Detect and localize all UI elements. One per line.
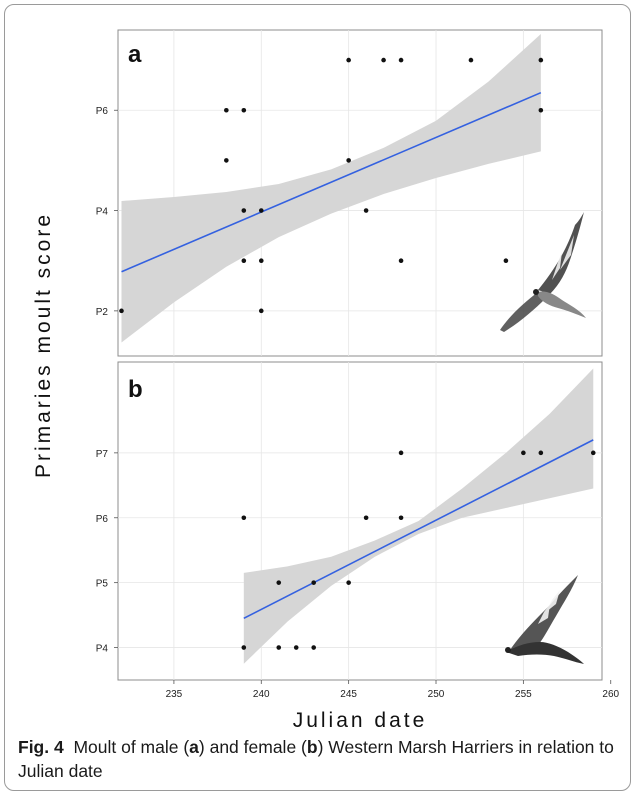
data-point xyxy=(241,208,247,213)
panel-a-y-ticks: P2 P4 P6 xyxy=(96,106,118,318)
caption-text-2: ) and female ( xyxy=(198,737,307,757)
data-point xyxy=(521,450,526,456)
panel-b-points xyxy=(241,450,596,650)
data-point xyxy=(398,450,404,456)
y-tick-label: P6 xyxy=(96,106,109,117)
data-point xyxy=(381,57,386,63)
y-axis-title: Primaries moult score xyxy=(32,212,55,478)
data-point xyxy=(258,308,264,314)
data-point xyxy=(538,450,544,456)
y-tick-label: P2 xyxy=(96,307,109,318)
data-point xyxy=(363,515,369,521)
data-point xyxy=(363,208,369,213)
panel-a-fit-line xyxy=(121,91,542,273)
x-tick-label: 240 xyxy=(253,689,270,700)
male-harrier-illustration xyxy=(500,212,586,332)
data-point xyxy=(293,645,299,650)
y-tick-label: P4 xyxy=(96,644,109,655)
data-point xyxy=(468,57,474,63)
panel-b-grid xyxy=(118,362,602,680)
x-tick-label: 255 xyxy=(515,689,532,700)
panel-b-x-ticks: 235 240 245 250 255 260 xyxy=(166,680,620,700)
x-tick-label: 235 xyxy=(166,689,183,700)
data-point xyxy=(503,258,509,264)
y-tick-label: P7 xyxy=(96,449,109,460)
panel-b: P4 P5 P6 P7 235 240 245 250 255 260 b xyxy=(96,361,620,700)
data-point xyxy=(276,580,282,585)
caption-label: Fig. 4 xyxy=(18,737,64,757)
data-point xyxy=(346,158,351,163)
data-point xyxy=(224,158,229,163)
y-tick-label: P5 xyxy=(96,579,109,590)
data-point xyxy=(346,580,351,585)
data-point xyxy=(258,208,264,213)
data-point xyxy=(224,107,229,113)
caption-b: b xyxy=(306,737,318,757)
data-point xyxy=(241,515,247,521)
data-point xyxy=(311,580,316,585)
data-point xyxy=(119,308,124,314)
female-harrier-illustration xyxy=(505,575,584,664)
data-point xyxy=(398,515,404,521)
data-point xyxy=(398,57,404,63)
caption-text-3: ) Western Marsh Harriers in relation to … xyxy=(18,737,614,781)
caption-a: a xyxy=(189,737,199,757)
y-tick-label: P4 xyxy=(96,207,109,218)
data-point xyxy=(241,258,247,264)
y-tick-label: P6 xyxy=(96,514,109,525)
panel-a-label: a xyxy=(128,41,142,68)
x-tick-label: 260 xyxy=(602,689,619,700)
x-axis-title: Julian date xyxy=(293,709,428,732)
panel-b-fit-line xyxy=(243,439,594,620)
data-point xyxy=(590,450,596,456)
data-point xyxy=(538,107,544,113)
data-point xyxy=(311,645,316,650)
panel-a: P2 P4 P6 a xyxy=(96,29,603,357)
data-point xyxy=(346,57,351,63)
data-point xyxy=(241,107,247,113)
panel-b-label: b xyxy=(128,376,143,403)
data-point xyxy=(276,645,282,650)
data-point xyxy=(258,258,264,264)
panel-b-y-ticks: P4 P5 P6 P7 xyxy=(96,449,118,655)
data-point xyxy=(398,258,404,264)
panel-a-points xyxy=(119,57,544,314)
caption-text-1: Moult of male ( xyxy=(73,737,190,757)
figure-caption: Fig. 4 Moult of male (a) and female (b) … xyxy=(18,735,618,783)
panel-a-confidence-band xyxy=(121,34,541,343)
data-point xyxy=(241,645,247,650)
x-tick-label: 245 xyxy=(340,689,357,700)
panel-b-frame xyxy=(117,361,603,681)
x-tick-label: 250 xyxy=(428,689,445,700)
data-point xyxy=(538,57,544,63)
